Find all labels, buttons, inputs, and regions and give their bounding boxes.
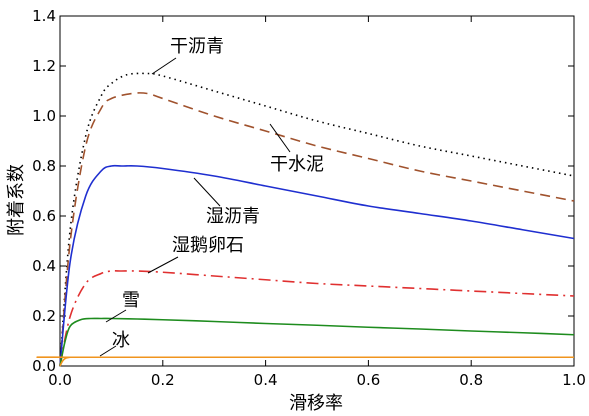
series-layer (36, 72, 575, 367)
annotation-leader (105, 309, 127, 323)
annotation-label-wet-asphalt: 湿沥青 (206, 206, 260, 227)
x-tick-label: 0.0 (48, 371, 72, 389)
series-line-dry-concrete (59, 92, 575, 367)
axes-layer: 0.0 0.2 0.4 0.6 0.8 1.0 0.0 0.2 0.4 0.6 0.8 1.0 1.2 1… (32, 7, 586, 389)
series-line-snow (59, 317, 575, 367)
y-tick-label: 1.2 (32, 57, 56, 75)
annotation-leader (147, 256, 179, 274)
y-tick-label: 0.2 (32, 307, 56, 325)
annotation-label-dry-concrete: 干水泥 (270, 154, 324, 175)
y-tick-label: 0.4 (32, 257, 56, 275)
annotation-label-dry-asphalt: 干沥青 (170, 36, 224, 57)
annotation-label-ice: 冰 (112, 330, 130, 351)
annotation-leader (151, 57, 177, 75)
x-tick-label: 0.2 (151, 371, 175, 389)
series-line-wet-asphalt (59, 164, 575, 367)
series-line-ice (36, 356, 574, 367)
y-axis-title: 附着系数 (6, 164, 27, 236)
plot-frame (59, 15, 575, 367)
x-tick-label: 0.8 (459, 371, 483, 389)
annotation-leader (193, 177, 221, 207)
x-axis-title: 滑移率 (289, 393, 343, 414)
annotation-label-snow: 雪 (122, 290, 140, 311)
y-tick-label: 1.4 (32, 7, 56, 25)
series-line-wet-cobblestone (59, 270, 575, 367)
x-tick-label: 0.4 (254, 371, 278, 389)
y-tick-label: 0.6 (32, 207, 56, 225)
annotation-label-wet-cobblestone: 湿鹅卵石 (172, 235, 244, 256)
x-tick-label: 1.0 (562, 371, 586, 389)
x-tick-label: 0.6 (356, 371, 380, 389)
series-line-dry-asphalt (59, 72, 575, 367)
y-tick-label: 1.0 (32, 107, 56, 125)
y-tick-label: 0.8 (32, 157, 56, 175)
y-tick-label: 0.0 (32, 357, 56, 375)
annotation-leader (269, 123, 291, 153)
annotation-leader (99, 345, 117, 357)
